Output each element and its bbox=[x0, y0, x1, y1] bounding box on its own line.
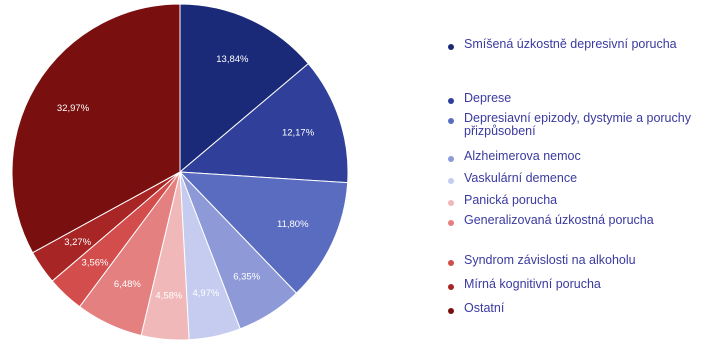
legend-marker bbox=[448, 178, 454, 184]
legend-item: Deprese bbox=[448, 92, 714, 105]
legend-label: Alzheimerova nemoc bbox=[464, 149, 581, 163]
pie-slice-labels: 13,84% 12,17% 11,80% 6,35% 4,97% 4,58% 6,48% 3,… bbox=[57, 54, 315, 302]
legend-item: Alzheimerova nemoc bbox=[448, 150, 714, 163]
legend-label: Vaskulární demence bbox=[464, 171, 578, 185]
legend-item: Generalizovaná úzkostná porucha bbox=[448, 214, 714, 227]
slice-value-label: 4,58% bbox=[155, 290, 182, 301]
legend-item: Vaskulární demence bbox=[448, 172, 714, 185]
legend-marker bbox=[448, 98, 454, 104]
legend-item: Panická porucha bbox=[448, 194, 714, 207]
legend-label: Syndrom závislosti na alkoholu bbox=[464, 253, 636, 267]
slice-value-label: 12,17% bbox=[282, 128, 315, 139]
legend-label: Deprese bbox=[464, 91, 512, 105]
pie-slices bbox=[11, 3, 349, 341]
slice-value-label: 4,97% bbox=[193, 288, 220, 299]
legend-item: Syndrom závislosti na alkoholu bbox=[448, 254, 714, 267]
legend-item: Mírná kognitivní porucha bbox=[448, 278, 714, 291]
legend-marker bbox=[448, 118, 454, 124]
legend-label: Ostatní bbox=[464, 301, 505, 315]
legend-label: Generalizovaná úzkostná porucha bbox=[464, 213, 654, 227]
legend-item: Ostatní bbox=[448, 302, 714, 315]
legend-marker bbox=[448, 220, 454, 226]
pie-slice bbox=[179, 3, 310, 174]
pie-slice bbox=[178, 171, 349, 294]
slice-value-label: 3,27% bbox=[64, 237, 91, 248]
slice-value-label: 6,35% bbox=[233, 271, 260, 282]
legend-marker bbox=[448, 284, 454, 290]
legend-label: Mírná kognitivní porucha bbox=[464, 277, 601, 291]
legend-marker bbox=[448, 260, 454, 266]
pie-plot: 13,84% 12,17% 11,80% 6,35% 4,97% 4,58% 6,48% 3,… bbox=[11, 3, 349, 341]
legend-item: Depresiavní epizody, dystymie a poruchy … bbox=[448, 112, 714, 138]
legend-label: Depresiavní epizody, dystymie a poruchy … bbox=[464, 111, 691, 138]
legend-marker bbox=[448, 200, 454, 206]
legend-label: Panická porucha bbox=[464, 193, 558, 207]
legend-label: Smíšená úzkostně depresivní porucha bbox=[464, 37, 677, 51]
legend-marker bbox=[448, 44, 454, 50]
slice-value-label: 6,48% bbox=[114, 279, 141, 290]
slice-value-label: 11,80% bbox=[277, 219, 309, 230]
slice-value-label: 3,56% bbox=[82, 257, 109, 268]
slice-value-label: 32,97% bbox=[57, 103, 90, 114]
legend-marker bbox=[448, 308, 454, 314]
legend-item: Smíšená úzkostně depresivní porucha bbox=[448, 38, 714, 51]
pie-slice bbox=[11, 3, 181, 254]
legend-marker bbox=[448, 156, 454, 162]
slice-value-label: 13,84% bbox=[216, 54, 249, 65]
pie-slice bbox=[178, 62, 349, 184]
